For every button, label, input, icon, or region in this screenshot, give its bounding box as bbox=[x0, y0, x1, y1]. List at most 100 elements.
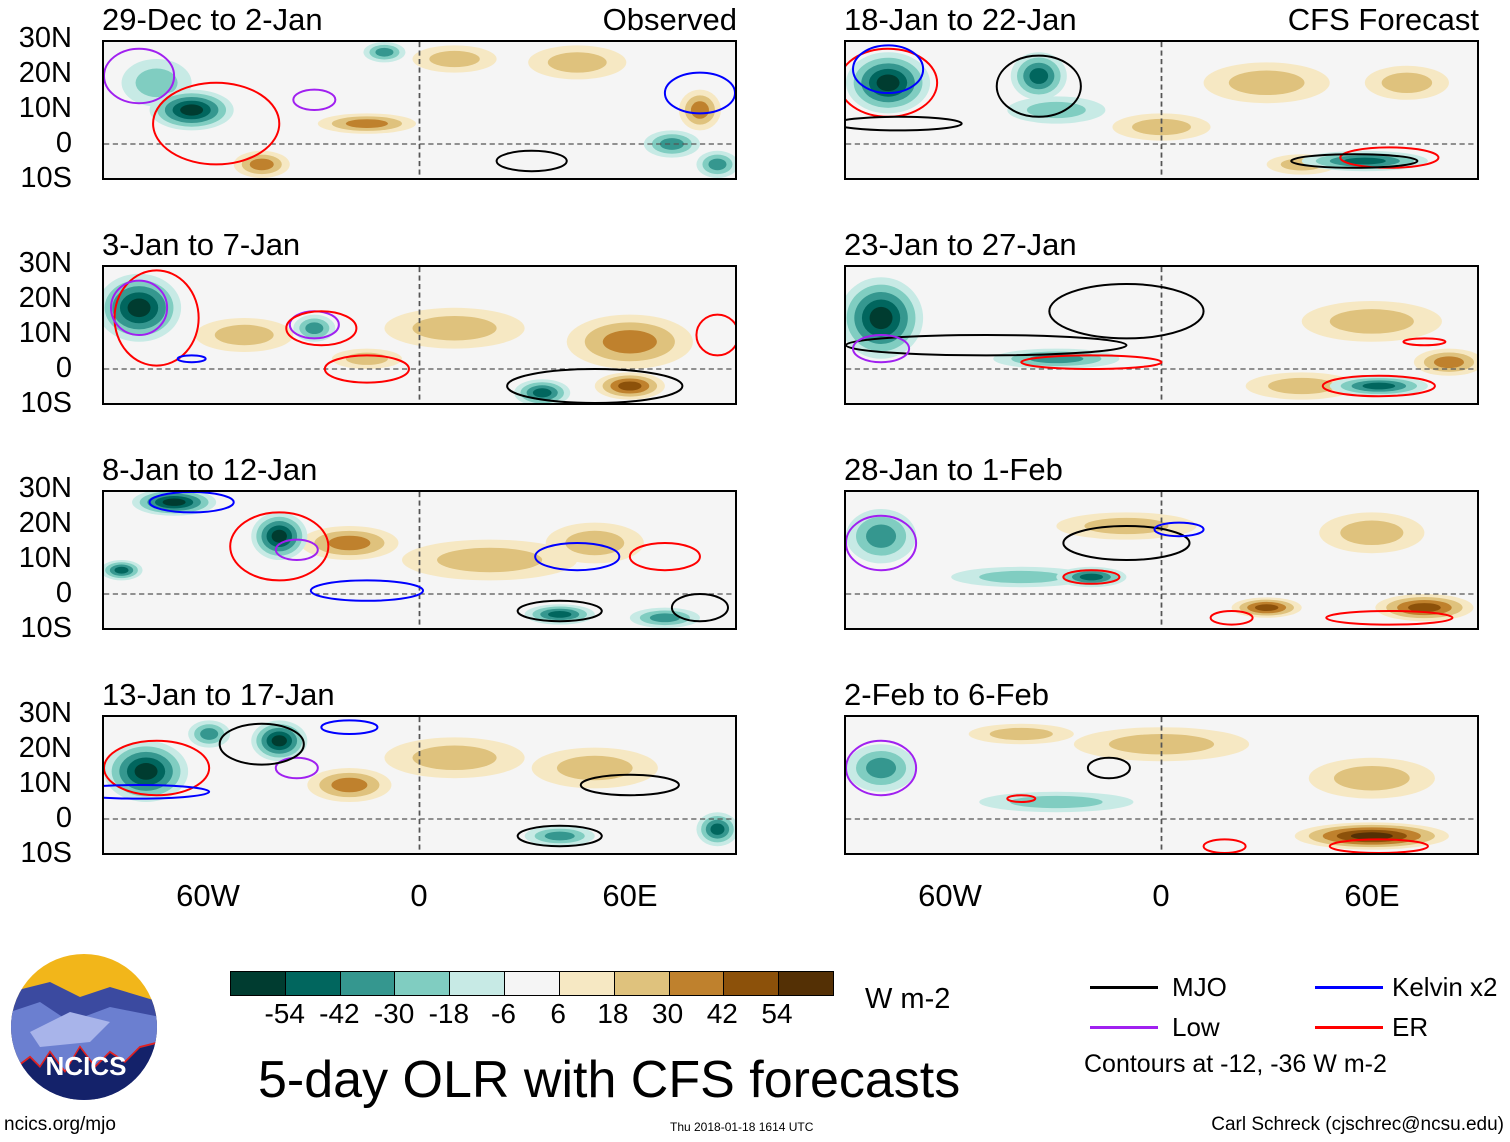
olr-anomaly-patch bbox=[649, 613, 680, 623]
olr-anomaly-patch bbox=[548, 611, 572, 618]
panel-title: 23-Jan to 27-Jan bbox=[844, 227, 1077, 262]
panel-kind-label: CFS Forecast bbox=[1287, 2, 1479, 37]
colorbar-tick-label: 54 bbox=[761, 998, 793, 1029]
olr-anomaly-patch bbox=[1228, 70, 1305, 96]
kelvin-contour bbox=[665, 73, 735, 114]
mjo-contour bbox=[997, 56, 1081, 117]
olr-anomaly-patch bbox=[162, 498, 186, 506]
mjo-contour bbox=[518, 826, 602, 846]
olr-anomaly-patch bbox=[989, 727, 1053, 741]
olr-anomaly-patch bbox=[1108, 277, 1250, 312]
olr-anomaly-patch bbox=[271, 735, 287, 747]
er-contour bbox=[104, 741, 209, 795]
olr-anomaly-patch bbox=[180, 104, 204, 116]
mjo-contour bbox=[581, 775, 679, 795]
legend-er: ER bbox=[1392, 1012, 1429, 1042]
kelvin-contour bbox=[311, 580, 423, 600]
map-panel bbox=[102, 715, 737, 855]
er-contour bbox=[1204, 839, 1246, 853]
colorbar-bin bbox=[450, 972, 506, 995]
olr-anomaly-patch bbox=[429, 50, 480, 68]
map-panel bbox=[844, 715, 1479, 855]
lon-tick-label: 0 bbox=[410, 878, 428, 913]
colorbar-bin bbox=[669, 972, 725, 995]
olr-anomaly-patch bbox=[866, 757, 897, 779]
map-panel bbox=[844, 490, 1479, 630]
kelvin-contour bbox=[1154, 523, 1203, 537]
colorbar-bin bbox=[724, 972, 780, 995]
panel-kind-label: Observed bbox=[602, 2, 737, 37]
olr-anomaly-patch bbox=[979, 570, 1064, 584]
olr-anomaly-patch bbox=[1268, 377, 1336, 395]
er-contour bbox=[230, 512, 328, 580]
lat-tick-label: 10N bbox=[18, 542, 72, 574]
colorbar-tick-label: -30 bbox=[373, 998, 415, 1029]
low-contour bbox=[276, 758, 318, 778]
er-contour bbox=[696, 315, 737, 356]
legend-kelvin-line bbox=[1315, 986, 1383, 989]
olr-anomaly-patch bbox=[437, 547, 543, 573]
olr-anomaly-patch bbox=[1333, 765, 1410, 791]
panel-title: 28-Jan to 1-Feb bbox=[844, 452, 1063, 487]
mjo-contour bbox=[518, 601, 602, 621]
low-contour bbox=[293, 90, 335, 110]
kelvin-contour bbox=[321, 720, 377, 734]
olr-anomaly-patch bbox=[1408, 603, 1441, 613]
lon-tick-label: 60E bbox=[602, 878, 658, 913]
colorbar-bin bbox=[395, 972, 451, 995]
lat-tick-label: 30N bbox=[18, 472, 72, 504]
lat-tick-label: 10N bbox=[18, 767, 72, 799]
colorbar-bin bbox=[779, 972, 833, 995]
lat-tick-label: 0 bbox=[55, 127, 72, 159]
olr-anomaly-patch bbox=[1343, 157, 1386, 165]
olr-anomaly-patch bbox=[214, 324, 274, 346]
olr-anomaly-patch bbox=[544, 831, 575, 841]
lat-tick-label: 20N bbox=[18, 282, 72, 314]
lon-tick-label: 0 bbox=[1152, 878, 1170, 913]
mjo-contour bbox=[1088, 758, 1130, 778]
colorbar-tick-label: 18 bbox=[597, 998, 629, 1029]
lat-tick-label: 10S bbox=[20, 837, 72, 869]
kelvin-contour bbox=[102, 785, 209, 799]
mjo-contour bbox=[1063, 526, 1189, 560]
map-panel bbox=[102, 490, 737, 630]
colorbar-tick-label: -54 bbox=[264, 998, 305, 1029]
lon-tick-label: 60E bbox=[1344, 878, 1400, 913]
olr-anomaly-patch bbox=[1026, 101, 1086, 119]
olr-anomaly-patch bbox=[659, 138, 684, 150]
er-contour bbox=[1323, 376, 1435, 396]
colorbar-bin bbox=[285, 972, 341, 995]
panel-title: 13-Jan to 17-Jan bbox=[102, 677, 335, 712]
er-contour bbox=[153, 83, 279, 165]
lat-tick-label: 0 bbox=[55, 802, 72, 834]
panel-title: 2-Feb to 6-Feb bbox=[844, 677, 1050, 712]
olr-anomaly-patch bbox=[345, 119, 388, 128]
lat-tick-label: 10S bbox=[20, 387, 72, 419]
logo-text: NCICS bbox=[46, 1051, 127, 1081]
legend-mjo: MJO bbox=[1172, 972, 1227, 1002]
lat-tick-label: 10S bbox=[20, 612, 72, 644]
olr-anomaly-patch bbox=[331, 777, 368, 793]
olr-anomaly-patch bbox=[1381, 72, 1433, 93]
colorbar-tick-label: -42 bbox=[319, 998, 360, 1029]
olr-anomaly-patch bbox=[127, 298, 151, 318]
lat-tick-label: 30N bbox=[18, 697, 72, 729]
olr-anomaly-patch bbox=[305, 322, 324, 335]
lat-tick-label: 20N bbox=[18, 57, 72, 89]
colorbar-bin bbox=[505, 972, 560, 995]
olr-anomaly-patch bbox=[618, 381, 642, 391]
low-contour bbox=[846, 741, 916, 795]
olr-anomaly-patch bbox=[114, 566, 129, 574]
mjo-contour bbox=[846, 335, 1126, 355]
lon-tick-label: 60W bbox=[918, 878, 982, 913]
mjo-contour bbox=[844, 117, 962, 131]
mjo-contour bbox=[220, 724, 304, 765]
olr-anomaly-patch bbox=[271, 529, 287, 543]
colorbar-tick-label: 6 bbox=[550, 998, 566, 1029]
low-contour bbox=[104, 49, 174, 103]
olr-anomaly-patch bbox=[1340, 520, 1404, 546]
kelvin-contour bbox=[853, 45, 923, 93]
figure-title: 5-day OLR with CFS forecasts bbox=[258, 1051, 961, 1109]
colorbar-tick-label: 42 bbox=[706, 998, 738, 1029]
site-link[interactable]: ncics.org/mjo bbox=[4, 1114, 116, 1135]
